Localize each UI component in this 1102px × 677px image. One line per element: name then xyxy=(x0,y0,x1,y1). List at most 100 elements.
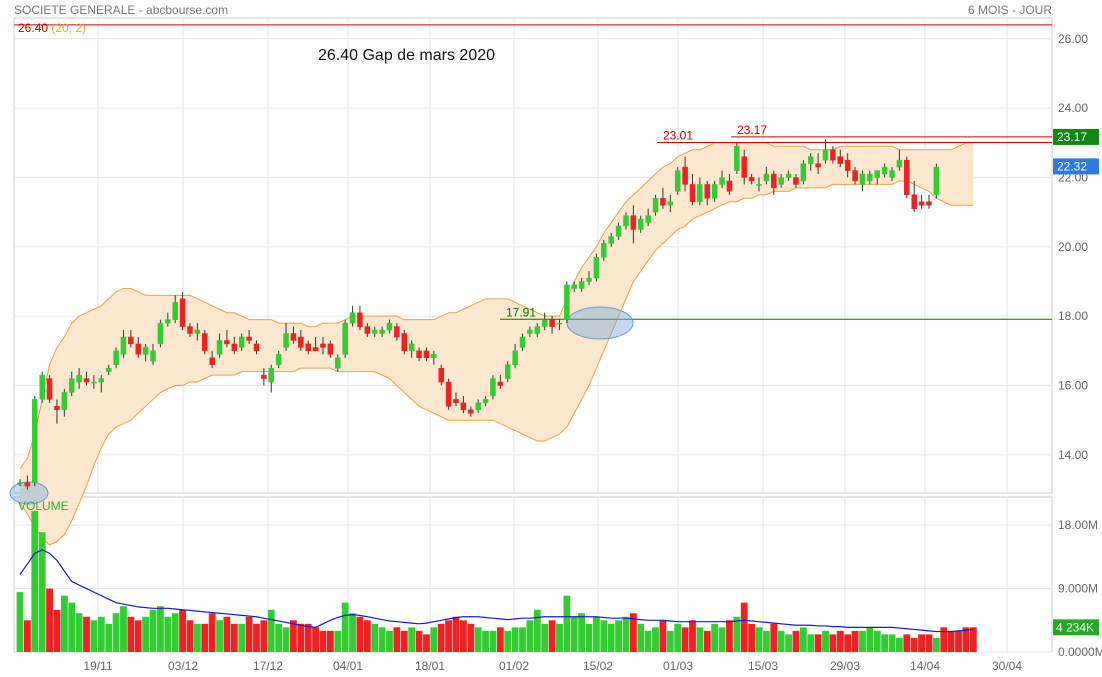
candle-body xyxy=(837,156,844,164)
level-label-23.17: 23.17 xyxy=(737,123,767,137)
candle xyxy=(165,312,171,327)
volume-tag-box xyxy=(1053,619,1099,636)
volume-bar xyxy=(253,623,260,652)
candle-body xyxy=(423,350,430,359)
volume-bar xyxy=(940,627,948,652)
candle-body xyxy=(881,166,888,175)
candle-body xyxy=(120,336,127,355)
price-tag-label: 22.32 xyxy=(1057,159,1087,173)
volume-bar xyxy=(556,623,563,652)
candle xyxy=(275,350,282,369)
volume-bar xyxy=(799,627,807,652)
volume-bar xyxy=(807,634,815,652)
bollinger-label: 26.40 (20, 2) xyxy=(18,21,86,35)
candle-body xyxy=(98,378,105,383)
volume-bar xyxy=(245,616,253,652)
candle-body xyxy=(660,198,666,206)
candle xyxy=(859,170,866,192)
volume-bar xyxy=(193,623,201,652)
candle-body xyxy=(364,326,371,334)
y-tick-label: 24.00 xyxy=(1058,101,1088,115)
volume-bar xyxy=(615,620,622,652)
volume-bar xyxy=(770,623,778,652)
period-label[interactable]: 6 MOIS - JOUR xyxy=(967,3,1052,17)
candle xyxy=(253,340,260,355)
candle-body xyxy=(615,225,622,237)
candle-body xyxy=(497,381,504,386)
candle xyxy=(504,361,511,383)
candle xyxy=(135,336,141,358)
volume-bar xyxy=(112,613,120,652)
volume-bar xyxy=(386,630,393,652)
candle xyxy=(904,156,910,199)
candle xyxy=(630,205,637,244)
candle xyxy=(179,291,186,331)
x-tick-label: 04/01 xyxy=(333,659,363,673)
volume-bar xyxy=(755,627,763,652)
volume-bar xyxy=(275,623,283,652)
candle xyxy=(290,326,297,344)
candle xyxy=(874,170,880,185)
candle-body xyxy=(238,336,245,348)
candle xyxy=(105,364,112,376)
candle xyxy=(98,375,105,393)
candle xyxy=(608,232,614,247)
y-tick-label: 26.00 xyxy=(1058,32,1088,46)
candle xyxy=(549,316,555,334)
candle xyxy=(586,271,592,285)
volume-bar xyxy=(393,627,401,652)
candle-body xyxy=(527,329,533,334)
candle xyxy=(667,194,674,213)
candle-body xyxy=(32,399,38,483)
x-tick-label: 01/03 xyxy=(663,659,693,673)
volume-bar xyxy=(637,623,645,652)
volume-bar xyxy=(371,623,379,652)
candle-body xyxy=(150,350,156,362)
bollinger-label-params: (20, 2) xyxy=(51,21,86,35)
volume-bar xyxy=(659,620,667,652)
candle-body xyxy=(630,215,637,230)
candle-body xyxy=(416,350,422,359)
candle xyxy=(157,319,164,348)
candle xyxy=(61,388,68,417)
candle xyxy=(534,323,541,337)
volume-bar xyxy=(955,630,962,652)
volume-bar xyxy=(83,616,90,652)
volume-bar xyxy=(822,630,829,652)
volume-bar xyxy=(378,627,386,652)
candle xyxy=(120,330,127,358)
volume-bar xyxy=(260,620,268,652)
candle xyxy=(918,194,925,209)
candle xyxy=(401,330,408,355)
volume-bar xyxy=(319,630,327,652)
volume-bar xyxy=(53,609,61,652)
candle-body xyxy=(682,166,688,185)
candle-body xyxy=(386,322,393,331)
candle-body xyxy=(564,284,570,320)
candle xyxy=(726,174,733,195)
candle xyxy=(512,343,518,369)
candle-body xyxy=(408,343,415,352)
volume-bar xyxy=(496,627,504,652)
candle xyxy=(83,371,90,386)
candle xyxy=(394,323,400,341)
candle xyxy=(76,368,82,389)
candle xyxy=(349,305,356,327)
candle xyxy=(881,163,888,178)
candle-body xyxy=(327,343,334,355)
candle-body xyxy=(305,343,311,352)
volume-bar xyxy=(238,623,246,652)
volume-tick-label: 18.00M xyxy=(1058,518,1098,532)
candle xyxy=(357,305,363,331)
candle-body xyxy=(652,198,659,213)
candle-body xyxy=(504,364,511,379)
volume-bar xyxy=(903,634,911,652)
band-fill xyxy=(20,142,974,546)
volume-bar xyxy=(644,630,652,652)
candle-body xyxy=(859,173,866,185)
candle-body xyxy=(785,173,792,178)
level-lines xyxy=(9,24,1052,505)
candle xyxy=(800,160,807,185)
volume-bar xyxy=(829,634,837,652)
x-tick-label: 19/11 xyxy=(83,659,112,673)
